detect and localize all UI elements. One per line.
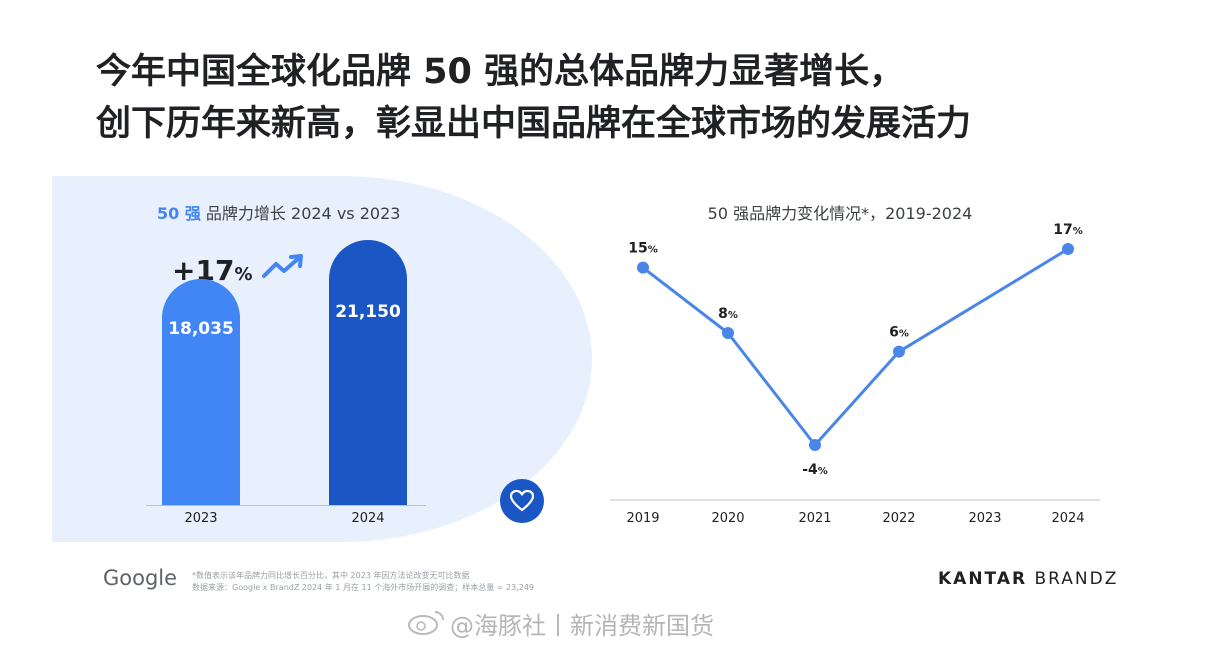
bar-chart-title-rest: 品牌力增长 2024 vs 2023 (200, 204, 401, 223)
bar-baseline (146, 505, 426, 506)
data-label-2024: 17% (1053, 222, 1083, 238)
x-tick-label: 2024 (1051, 511, 1084, 526)
line-chart-title: 50 强品牌力变化情况*，2019-2024 (707, 204, 973, 223)
heart-icon (509, 489, 535, 512)
bar-2023 (162, 279, 240, 505)
growth-annotation: +17% (172, 254, 252, 287)
data-point-2022 (893, 345, 905, 358)
weibo-logo-icon (408, 611, 444, 635)
bar-2024 (329, 240, 407, 505)
x-tick-label: 2021 (798, 511, 831, 526)
bar-panel-background (52, 176, 592, 542)
series-line (642, 247, 1069, 447)
x-tick-label: 2022 (882, 511, 915, 526)
growth-unit: % (234, 264, 253, 285)
data-label-2019: 15% (628, 241, 658, 257)
bar-chart-title-accent: 50 强 (157, 204, 201, 223)
watermark-text: @海豚社丨新消费新国货 (450, 612, 714, 640)
data-label-2021: -4% (802, 462, 828, 478)
favorite-button[interactable] (500, 479, 544, 523)
data-label-2020: 8% (718, 306, 738, 322)
data-label-2022: 6% (889, 325, 909, 341)
data-point-2021 (809, 439, 821, 451)
watermark: @海豚社丨新消费新国货 (450, 606, 714, 641)
footnote-line-1: *数值表示该年品牌力同比增长百分比，其中 2023 年因方法论改变无可比数据 (192, 571, 470, 580)
footnote: *数值表示该年品牌力同比增长百分比，其中 2023 年因方法论改变无可比数据 数… (192, 570, 534, 594)
x-tick-label: 2019 (626, 511, 659, 526)
bar-chart-title: 50 强 品牌力增长 2024 vs 2023 (157, 200, 400, 224)
headline: 今年中国全球化品牌 50 强的总体品牌力显著增长， 创下历年来新高，彰显出中国品… (96, 46, 1156, 150)
x-tick-label: 2023 (968, 511, 1001, 526)
kantar-brandz-logo: KANTAR BRANDZ (938, 569, 1118, 589)
kantar-text: KANTAR (938, 569, 1028, 589)
footnote-line-2: 数据来源：Google x BrandZ 2024 年 1 月在 11 个海外市… (192, 583, 535, 592)
google-logo: Google (103, 566, 178, 590)
line-chart: 15% 8% -4% 6% 17% 2019 2020 2021 2022 2023 2024 (610, 222, 1100, 526)
bar-value-label: 21,150 (335, 302, 401, 322)
brandz-text: BRANDZ (1034, 569, 1119, 589)
bar-category-label: 2024 (351, 511, 385, 526)
bar-category-label: 2023 (184, 511, 218, 526)
data-point-2020 (722, 327, 734, 339)
x-tick-label: 2020 (711, 511, 744, 526)
headline-line-2: 创下历年来新高，彰显出中国品牌在全球市场的发展活力 (96, 104, 972, 144)
data-point-2019 (637, 261, 649, 274)
data-point-2024 (1062, 243, 1074, 255)
bar-value-label: 18,035 (168, 319, 234, 340)
headline-line-1: 今年中国全球化品牌 50 强的总体品牌力显著增长， (96, 52, 905, 92)
trending-up-icon (262, 254, 303, 278)
